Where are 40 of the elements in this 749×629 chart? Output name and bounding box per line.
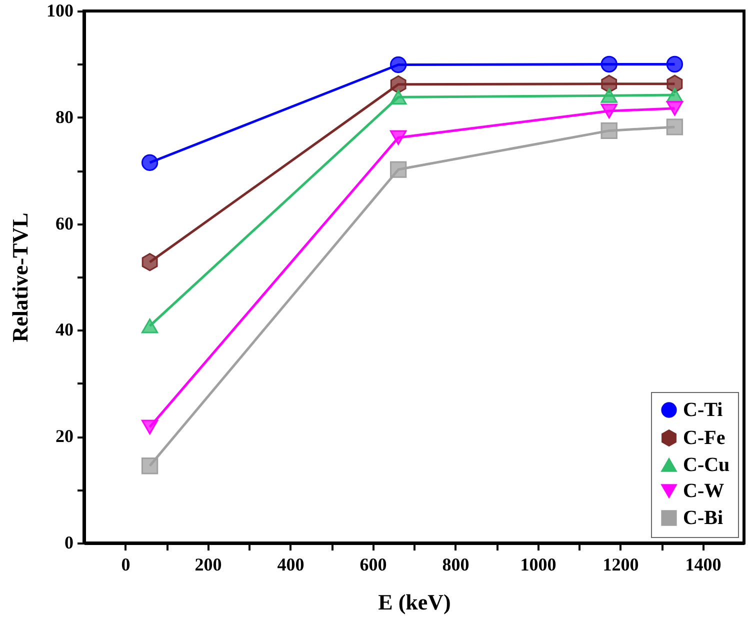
point <box>601 74 618 93</box>
y-tick-label: 60 <box>56 213 74 234</box>
x-tick-label: 200 <box>194 554 222 574</box>
legend-label: C-Cu <box>683 454 730 476</box>
x-tick-label: 0 <box>121 554 130 574</box>
y-tick-label: 40 <box>56 320 74 340</box>
point <box>390 56 407 74</box>
point <box>666 101 684 116</box>
y-axis-title: Relative-TVL <box>8 212 32 342</box>
y-tick-label: 0 <box>64 532 74 552</box>
point <box>666 56 684 73</box>
point <box>141 154 158 171</box>
y-tick-label: 100 <box>46 0 74 20</box>
point <box>600 88 618 103</box>
point <box>390 161 407 178</box>
point <box>390 130 407 145</box>
legend-label: C-Fe <box>683 427 726 449</box>
x-tick-label: 800 <box>442 554 470 574</box>
x-tick-label: 1200 <box>602 554 639 574</box>
x-tick-label: 1400 <box>685 554 722 574</box>
x-tick-label: 600 <box>360 554 387 574</box>
legend-label: C-Bi <box>683 507 724 529</box>
point <box>390 90 407 104</box>
point <box>142 253 158 272</box>
point <box>141 420 158 434</box>
y-tick-label: 80 <box>56 106 74 127</box>
legend-label: C-Ti <box>683 399 724 421</box>
y-tick-label: 20 <box>56 426 74 446</box>
point <box>600 122 618 140</box>
x-tick-label: 400 <box>277 554 304 574</box>
point <box>600 104 618 118</box>
point <box>390 75 406 94</box>
point <box>600 56 618 73</box>
x-tick-label: 1000 <box>520 554 556 574</box>
point <box>141 458 158 474</box>
point <box>141 318 158 334</box>
point <box>666 74 683 93</box>
point <box>666 118 684 136</box>
legend-label: C-W <box>683 480 724 502</box>
x-axis-title: E (keV) <box>378 590 451 614</box>
